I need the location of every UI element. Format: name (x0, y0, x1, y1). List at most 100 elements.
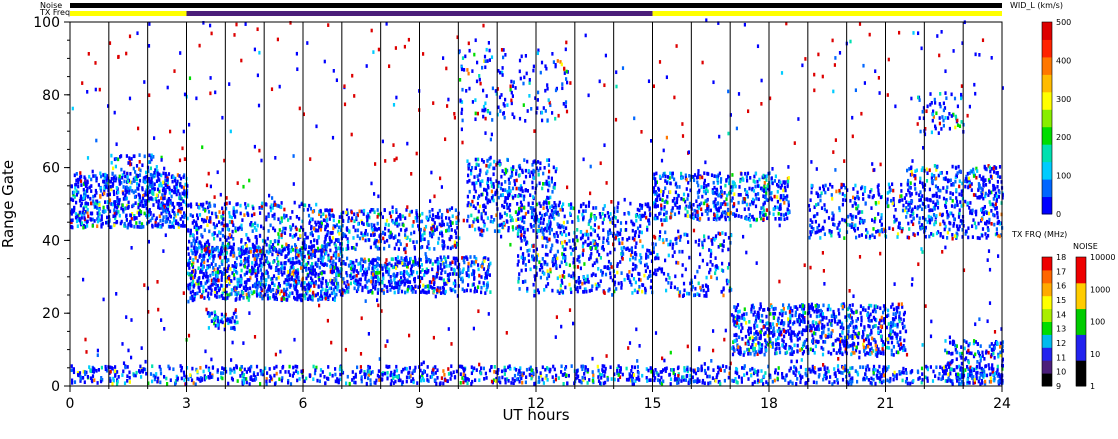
data-point (388, 280, 390, 284)
data-point (687, 214, 689, 218)
data-point (455, 257, 457, 261)
data-point (607, 237, 609, 241)
data-point (283, 281, 285, 285)
data-point (582, 249, 584, 253)
data-point (672, 206, 674, 210)
data-point (538, 229, 540, 233)
data-point (434, 260, 436, 264)
data-point (635, 281, 637, 285)
data-point (693, 294, 695, 298)
data-point (716, 207, 718, 211)
data-point (208, 297, 210, 301)
data-point (422, 284, 424, 288)
data-point (371, 291, 373, 295)
data-point (666, 201, 668, 205)
data-point (698, 206, 700, 210)
data-point (673, 178, 675, 182)
data-point (625, 228, 627, 232)
data-point (492, 182, 494, 186)
data-point (618, 238, 620, 242)
data-point (547, 273, 549, 277)
data-point (310, 207, 312, 211)
data-point (257, 224, 259, 228)
data-point (195, 256, 197, 260)
data-point (120, 168, 122, 172)
data-point (466, 180, 468, 184)
data-point (725, 212, 727, 216)
data-point (103, 206, 105, 210)
data-point (154, 224, 156, 228)
data-point (714, 271, 716, 275)
data-point (568, 274, 570, 278)
data-point (206, 223, 208, 227)
data-point (111, 161, 113, 165)
data-point (277, 217, 279, 221)
data-point (890, 321, 892, 325)
data-point (274, 239, 276, 243)
data-point (483, 281, 485, 285)
data-point (592, 264, 594, 268)
data-point (466, 219, 468, 223)
data-point (738, 214, 740, 218)
data-point (546, 253, 548, 257)
data-point (215, 247, 217, 251)
data-point (214, 287, 216, 291)
data-point (174, 190, 176, 194)
data-point (654, 269, 656, 273)
data-point (782, 303, 784, 307)
data-point (218, 220, 220, 224)
data-point (660, 190, 662, 194)
data-point (139, 153, 141, 157)
data-point (144, 176, 146, 180)
data-point (705, 184, 707, 188)
data-point (655, 273, 657, 277)
data-point (529, 174, 531, 178)
data-point (370, 208, 372, 212)
data-point (530, 225, 532, 229)
data-point (683, 198, 685, 202)
data-point (412, 270, 414, 274)
data-point (436, 228, 438, 232)
data-point (408, 213, 410, 217)
data-point (111, 172, 113, 176)
data-point (477, 196, 479, 200)
data-point (126, 154, 128, 158)
data-point (219, 238, 221, 242)
data-point (119, 155, 121, 159)
data-point (215, 263, 217, 267)
data-point (548, 163, 550, 167)
data-point (764, 195, 766, 199)
data-point (134, 195, 136, 199)
data-point (473, 218, 475, 222)
data-point (743, 313, 745, 317)
data-point (487, 271, 489, 275)
data-point (191, 270, 193, 274)
data-point (168, 186, 170, 190)
data-point (488, 265, 490, 269)
data-point (274, 203, 276, 207)
data-point (865, 338, 867, 342)
data-point (672, 254, 674, 258)
data-point (705, 192, 707, 196)
data-point (722, 249, 724, 253)
data-point (197, 259, 199, 263)
data-point (765, 213, 767, 217)
data-point (359, 237, 361, 241)
data-point (364, 260, 366, 264)
data-point (104, 200, 106, 204)
data-point (590, 241, 592, 245)
data-point (452, 214, 454, 218)
data-point (149, 208, 151, 212)
data-point (101, 218, 103, 222)
data-point (621, 246, 623, 250)
data-point (631, 274, 633, 278)
data-point (595, 206, 597, 210)
data-point (681, 250, 683, 254)
data-point (695, 240, 697, 244)
data-point (319, 266, 321, 270)
data-point (261, 297, 263, 301)
data-point (757, 192, 759, 196)
data-point (533, 224, 535, 228)
data-point (230, 292, 232, 296)
data-point (277, 290, 279, 294)
